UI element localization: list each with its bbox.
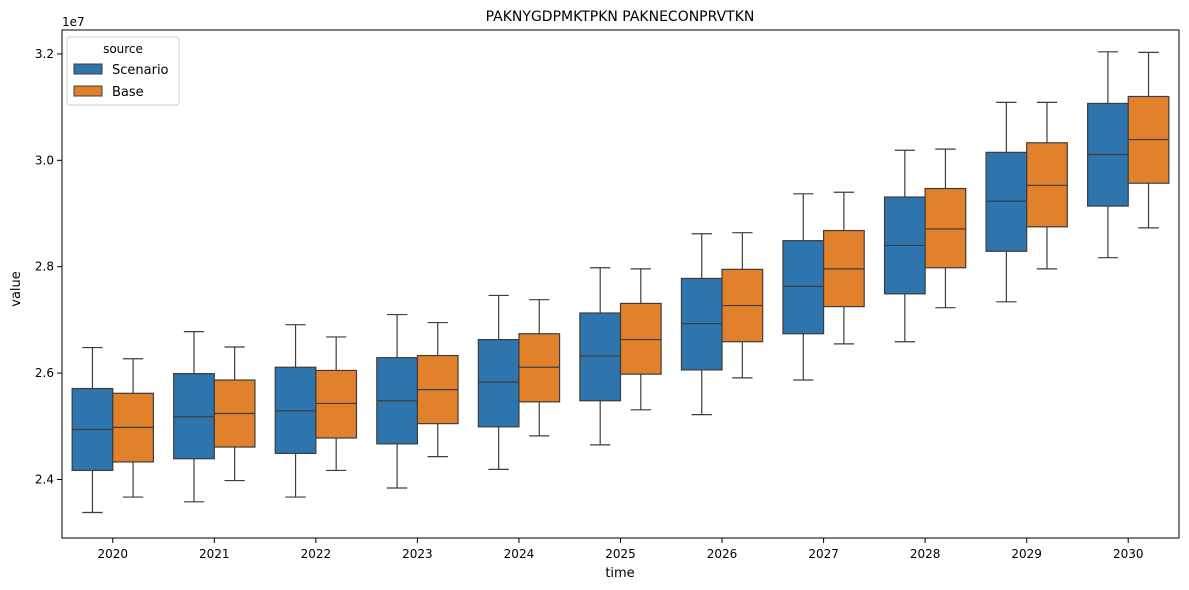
box-scenario-2027 [782, 240, 825, 335]
box-base-2025 [619, 302, 662, 375]
chart-title: PAKNYGDPMKTPKN PAKNECONPRVTKN [486, 9, 755, 25]
legend-label-base: Base [112, 85, 144, 100]
y-scale-label: 1e7 [62, 15, 85, 29]
y-tick-label-2.4: 2.4 [35, 472, 54, 486]
x-tick-label-2025: 2025 [605, 547, 636, 561]
x-tick-label-2022: 2022 [301, 547, 332, 561]
box-base-2022 [315, 369, 358, 439]
box-scenario-2024 [477, 338, 520, 428]
legend-title: source [103, 42, 143, 56]
legend: source Scenario Base [66, 36, 180, 106]
x-tick-label-2027: 2027 [808, 547, 839, 561]
plot-frame [61, 29, 1180, 539]
legend-swatch-base [73, 85, 103, 97]
y-tick-label-3.0: 3.0 [35, 153, 54, 167]
x-tick-label-2020: 2020 [97, 547, 128, 561]
legend-swatch-scenario [73, 63, 103, 75]
legend-label-scenario: Scenario [112, 63, 169, 78]
x-tick-label-2026: 2026 [707, 547, 738, 561]
x-tick-label-2021: 2021 [199, 547, 230, 561]
x-tick-label-2029: 2029 [1011, 547, 1042, 561]
x-tick-label-2023: 2023 [402, 547, 433, 561]
y-tick-label-2.8: 2.8 [35, 260, 54, 274]
box-scenario-2025 [579, 312, 622, 402]
y-tick-label-3.2: 3.2 [35, 47, 54, 61]
box-base-2028 [924, 187, 967, 269]
y-tick-label-2.6: 2.6 [35, 366, 54, 380]
plot-area: 2.4 2.6 2.8 3.0 3.2 2020 2021 2022 2023 2024 2025 2… [35, 29, 1180, 561]
x-axis-label: time [605, 566, 634, 581]
x-tick-label-2028: 2028 [910, 547, 941, 561]
x-tick-label-2030: 2030 [1113, 547, 1144, 561]
x-tick-label-2024: 2024 [504, 547, 535, 561]
y-axis-label: value [9, 271, 24, 307]
